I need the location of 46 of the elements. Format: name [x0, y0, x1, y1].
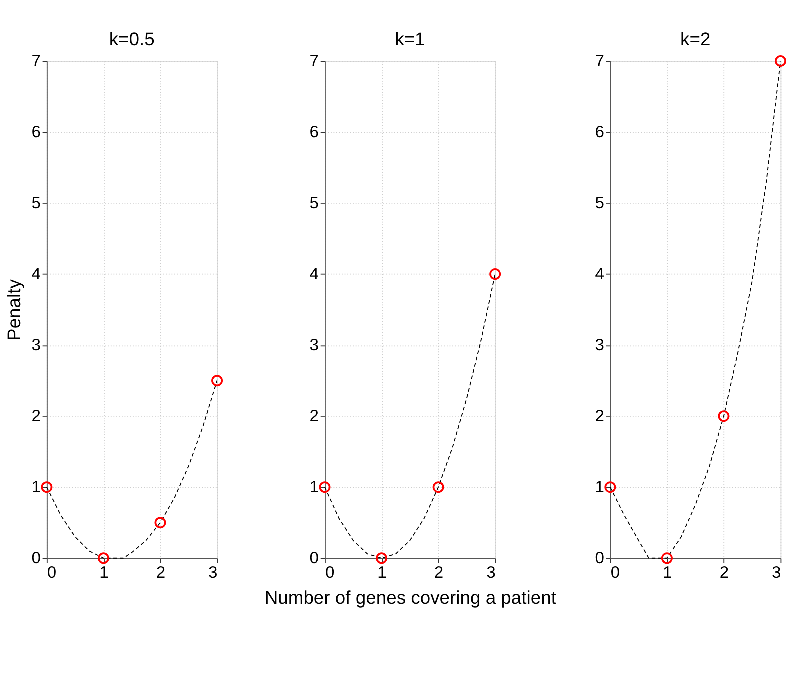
point	[376, 552, 388, 564]
y-tick-label: 3	[32, 335, 41, 354]
x-tick-label: 2	[720, 563, 730, 582]
y-tick-label: 5	[32, 193, 41, 212]
x-tick-label: 3	[208, 563, 218, 582]
x-tick-label: 1	[663, 563, 672, 582]
x-tick-label: 2	[156, 563, 166, 582]
y-tick-label: 7	[310, 51, 320, 70]
y-axis-title: Penalty	[4, 278, 25, 341]
y-tick-label: 0	[310, 548, 320, 568]
y-tick-label: 4	[310, 264, 320, 284]
y-tick-label: 5	[310, 193, 320, 212]
y-tick-label: 2	[310, 406, 320, 426]
point	[432, 482, 444, 494]
x-tick-label: 0	[47, 563, 57, 582]
y-tick-label: 7	[595, 51, 604, 70]
x-axis-title: Number of genes covering a patient	[264, 586, 556, 608]
x-tick-label: 0	[610, 563, 620, 582]
y-tick-label: 2	[595, 406, 604, 426]
y-tick-label: 7	[32, 51, 41, 70]
y-tick-label: 3	[595, 335, 604, 354]
x-tick-label: 2	[434, 563, 444, 582]
y-tick-label: 6	[310, 122, 320, 142]
x-tick-label: 3	[486, 563, 496, 582]
y-tick-label: 0	[595, 548, 604, 568]
y-tick-label: 4	[595, 264, 604, 284]
x-tick-label: 1	[378, 563, 387, 582]
point	[319, 482, 331, 494]
y-tick-label: 0	[32, 548, 41, 568]
y-tick-label: 6	[595, 122, 604, 142]
x-tick-label: 1	[100, 563, 109, 582]
y-tick-label: 6	[32, 122, 41, 142]
y-tick-label: 1	[32, 477, 41, 496]
y-tick-label: 3	[310, 335, 320, 354]
x-tick-label: 3	[772, 563, 782, 582]
line-series	[610, 60, 782, 559]
chart-title: k=2	[680, 28, 711, 50]
y-tick-label: 1	[595, 477, 604, 496]
chart-title: k=1	[395, 28, 426, 50]
point	[490, 268, 502, 280]
y-tick-label: 1	[310, 477, 320, 496]
y-tick-label: 5	[595, 193, 604, 212]
x-tick-label: 0	[325, 563, 335, 582]
y-tick-label: 4	[32, 264, 41, 284]
y-tick-label: 2	[32, 406, 41, 426]
chart-title: k=0.5	[109, 28, 155, 50]
